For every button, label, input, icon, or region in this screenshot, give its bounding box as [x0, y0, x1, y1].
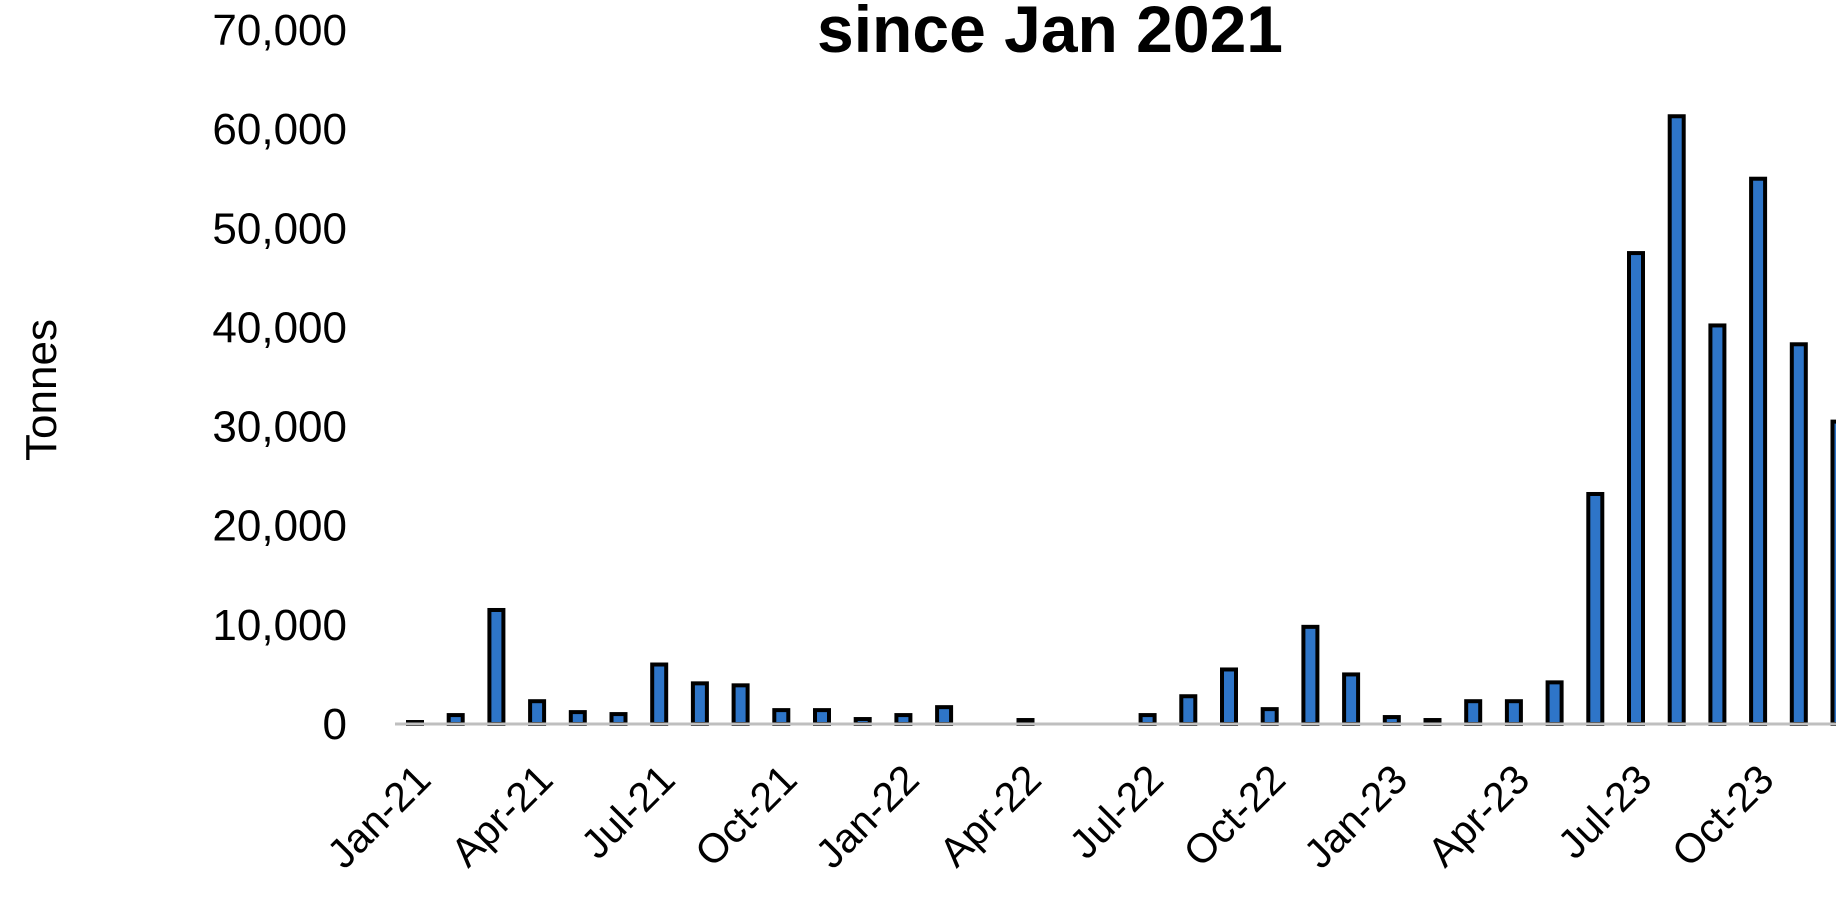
bar-jul-21: [650, 662, 669, 726]
bar-oct-21: [772, 708, 791, 726]
y-tick-label: 50,000: [212, 204, 347, 253]
bar-aug-21: [690, 681, 709, 727]
x-tick-label: Oct-22: [1175, 756, 1295, 876]
y-axis-label: Tonnes: [17, 319, 66, 461]
bar-oct-22: [1260, 707, 1279, 727]
x-tick-label: Apr-23: [1419, 756, 1539, 876]
x-tick-label: Oct-23: [1663, 756, 1783, 876]
bar-apr-21: [528, 699, 547, 726]
bar-feb-22: [935, 705, 954, 726]
x-tick-label: Jul-23: [1549, 756, 1660, 867]
y-axis-ticks: 0 10,000 20,000 30,000 40,000 50,000 60,000 70,…: [212, 6, 347, 749]
bar-nov-22: [1301, 624, 1320, 727]
bar-sep-22: [1220, 667, 1238, 727]
x-tick-label: Jan-22: [807, 756, 928, 877]
x-tick-label: Jan-21: [318, 756, 439, 877]
bar-sep-21: [731, 683, 750, 727]
x-tick-label: Apr-21: [442, 756, 562, 876]
bar-apr-23: [1504, 699, 1523, 726]
bar-mar-23: [1464, 699, 1483, 726]
bar-aug-23: [1667, 114, 1686, 727]
y-tick-label: 10,000: [212, 601, 347, 650]
y-tick-label: 70,000: [212, 6, 347, 55]
y-tick-label: 40,000: [212, 303, 347, 352]
bar-dec-23: [1830, 419, 1836, 726]
x-tick-label: Jul-22: [1060, 756, 1171, 867]
x-tick-label: Jul-21: [572, 756, 683, 867]
bar-mar-21: [487, 607, 506, 726]
bar-may-21: [568, 710, 587, 726]
chart-title: since Jan 2021: [817, 0, 1283, 66]
bars: [406, 114, 1836, 727]
bar-dec-22: [1342, 672, 1361, 727]
bar-jun-23: [1586, 491, 1605, 727]
x-tick-label: Oct-21: [686, 756, 806, 876]
x-tick-label: Apr-22: [930, 756, 1050, 876]
x-tick-label: Jan-23: [1295, 756, 1416, 877]
bar-nov-23: [1789, 342, 1808, 726]
x-axis-ticks: Jan-21 Apr-21 Jul-21 Oct-21 Jan-22 Apr-22 Jul-…: [318, 756, 1782, 877]
bar-nov-21: [813, 708, 831, 726]
bar-oct-23: [1749, 176, 1768, 726]
y-tick-label: 30,000: [212, 403, 347, 452]
y-tick-label: 20,000: [212, 502, 347, 551]
y-tick-label: 60,000: [212, 105, 347, 154]
bar-sep-23: [1708, 323, 1727, 726]
bar-aug-22: [1179, 694, 1198, 726]
y-tick-label: 0: [323, 700, 347, 749]
bar-may-23: [1545, 680, 1564, 726]
bar-jul-23: [1627, 251, 1645, 726]
